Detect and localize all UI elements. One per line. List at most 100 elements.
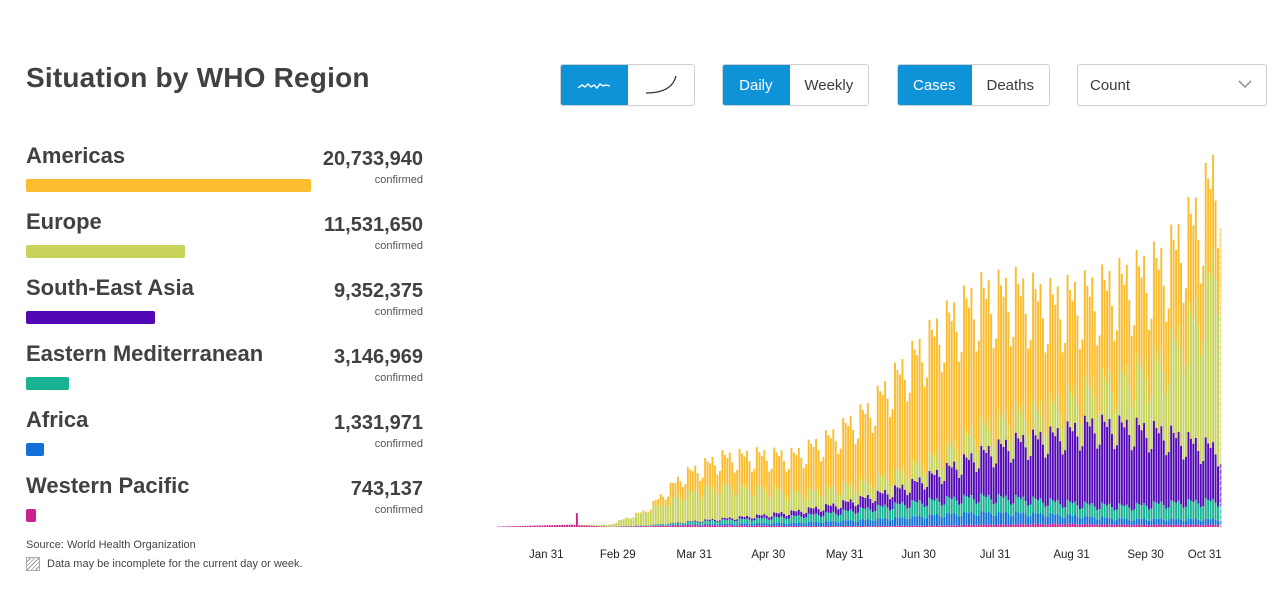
- bar-segment: [876, 472, 879, 491]
- bar-segment: [874, 511, 877, 521]
- bar-segment: [884, 381, 887, 473]
- deaths-button[interactable]: Deaths: [970, 65, 1049, 105]
- bar-segment: [827, 512, 830, 522]
- bar-segment: [1004, 439, 1007, 496]
- bar-segment: [1189, 500, 1192, 519]
- region-bar: [26, 443, 44, 456]
- bar-segment: [1128, 507, 1131, 520]
- region-confirmed-label: confirmed: [374, 240, 423, 252]
- bar-segment: [827, 435, 830, 488]
- bar-segment: [509, 526, 512, 527]
- bar-segment: [824, 520, 827, 526]
- bar-segment: [1192, 443, 1195, 502]
- bar-segment: [1066, 384, 1069, 422]
- region-western-pacific[interactable]: Western Pacific 743,137 confirmed: [26, 473, 426, 533]
- bar-segment: [783, 517, 785, 524]
- region-south-east-asia[interactable]: South-East Asia 9,352,375 confirmed: [26, 275, 426, 335]
- region-eastern-mediterranean[interactable]: Eastern Mediterranean 3,146,969 confirme…: [26, 341, 426, 401]
- bar-segment: [805, 523, 808, 527]
- bar-segment: [874, 501, 877, 512]
- bar-segment: [1152, 241, 1155, 345]
- bar-segment: [975, 525, 978, 527]
- bar-segment: [1091, 503, 1094, 517]
- bar-segment: [948, 444, 951, 466]
- bar-segment: [642, 510, 645, 512]
- bar-segment: [1074, 515, 1076, 524]
- bar-segment: [879, 492, 882, 506]
- bar-segment: [677, 525, 679, 527]
- region-europe[interactable]: Europe 11,531,650 confirmed: [26, 209, 426, 269]
- line-chart-button[interactable]: [627, 65, 694, 105]
- bar-segment: [995, 502, 998, 516]
- region-americas[interactable]: Americas 20,733,940 confirmed: [26, 143, 426, 203]
- bar-segment: [968, 497, 970, 514]
- bar-segment: [585, 524, 588, 526]
- bar-segment: [736, 469, 739, 495]
- bar-segment: [1007, 451, 1010, 501]
- bar-segment: [985, 497, 988, 513]
- daily-button[interactable]: Daily: [723, 65, 789, 105]
- bar-segment: [738, 523, 741, 526]
- cases-button[interactable]: Cases: [898, 65, 971, 105]
- bar-segment: [585, 525, 588, 527]
- metric-toggle[interactable]: Cases Deaths: [897, 64, 1050, 106]
- bar-segment: [968, 435, 970, 460]
- bar-segment: [859, 404, 862, 478]
- bar-segment: [731, 462, 734, 490]
- bar-segment: [792, 522, 795, 527]
- bar-segment: [955, 449, 958, 470]
- bar-segment: [1027, 524, 1030, 527]
- bar-segment: [718, 471, 721, 494]
- bar-segment: [1111, 305, 1113, 392]
- bar-segment: [1138, 524, 1141, 527]
- bar-segment: [1032, 512, 1035, 524]
- bar-segment: [827, 521, 830, 527]
- bar-segment: [632, 526, 635, 527]
- bar-segment: [812, 491, 815, 509]
- bar-segment: [691, 524, 694, 526]
- bar-segment: [1098, 444, 1101, 510]
- bar-segment: [1204, 263, 1207, 438]
- bar-segment: [1157, 433, 1160, 504]
- bar-segment: [1098, 519, 1101, 525]
- bar-segment: [886, 507, 889, 520]
- bar-segment: [1177, 431, 1180, 501]
- bar-segment: [933, 336, 936, 457]
- bar-segment: [654, 524, 657, 526]
- bar-segment: [810, 443, 813, 490]
- bar-segment: [854, 526, 857, 527]
- measure-select[interactable]: Count: [1077, 64, 1267, 106]
- bar-segment: [519, 525, 522, 527]
- bar-segment: [1209, 276, 1212, 448]
- bar-segment: [778, 523, 781, 526]
- bar-segment: [1202, 340, 1205, 462]
- region-africa[interactable]: Africa 1,331,971 confirmed: [26, 407, 426, 467]
- bar-segment: [1148, 509, 1150, 521]
- bar-chart-button[interactable]: [561, 65, 628, 105]
- bar-segment: [1214, 280, 1217, 455]
- bar-segment: [1175, 342, 1178, 439]
- bar-segment: [886, 479, 889, 495]
- period-toggle[interactable]: Daily Weekly: [722, 64, 869, 106]
- weekly-button[interactable]: Weekly: [788, 65, 868, 105]
- bar-segment: [1054, 406, 1057, 437]
- bar-segment: [795, 526, 798, 527]
- bar-segment: [768, 471, 771, 499]
- bar-segment: [795, 455, 798, 493]
- bar-segment: [691, 471, 694, 493]
- bar-segment: [864, 526, 867, 527]
- bar-segment: [837, 526, 840, 527]
- bar-segment: [1051, 294, 1054, 402]
- epi-curve-chart[interactable]: Jan 31 Feb 29 Mar 31 Apr 30 May 31 Jun 30 Jul …: [480, 140, 1240, 570]
- chart-type-toggle[interactable]: [560, 64, 695, 106]
- bar-segment: [940, 484, 943, 506]
- bar-segment: [857, 438, 859, 492]
- bar-segment: [1145, 378, 1148, 438]
- bar-segment: [1189, 213, 1192, 312]
- bar-segment: [1167, 525, 1170, 527]
- bar-segment: [607, 524, 610, 527]
- bar-segment: [1197, 524, 1200, 527]
- bar-segment: [898, 504, 901, 518]
- bar-segment: [894, 485, 896, 503]
- bar-segment: [926, 472, 928, 487]
